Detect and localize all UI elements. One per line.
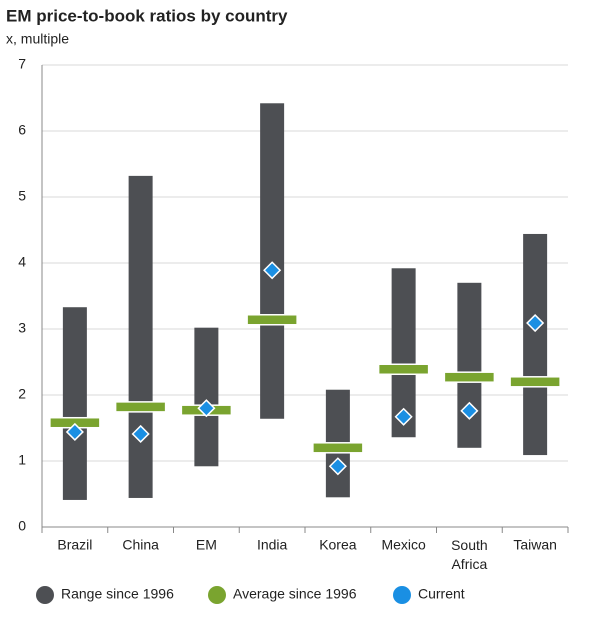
legend-label: Range since 1996: [61, 586, 174, 602]
current-marker: [328, 457, 347, 476]
legend-swatch: [36, 586, 54, 604]
current-marker: [460, 401, 479, 420]
current-marker: [263, 261, 282, 280]
x-tick-label: Taiwan: [513, 537, 557, 553]
range-bar: [457, 282, 482, 448]
x-tick-label: EM: [196, 537, 217, 553]
y-tick-label: 0: [18, 518, 26, 534]
legend-swatch: [393, 586, 411, 604]
chart-title: EM price-to-book ratios by country: [6, 6, 288, 25]
range-bar: [128, 175, 153, 498]
average-marker: [246, 314, 298, 326]
chart-subtitle: x, multiple: [6, 31, 69, 47]
range-bar: [260, 103, 285, 419]
x-tick-label: India: [257, 537, 288, 553]
average-marker: [509, 376, 561, 388]
y-tick-label: 5: [18, 188, 26, 204]
y-tick-label: 6: [18, 122, 26, 138]
x-tick-label: South Africa: [451, 537, 488, 572]
y-tick-label: 2: [18, 386, 26, 402]
range-bar: [523, 233, 548, 456]
legend-label: Average since 1996: [233, 586, 357, 602]
current-marker: [394, 407, 413, 426]
average-marker: [114, 401, 167, 413]
x-tick-label: Mexico: [381, 537, 426, 553]
current-marker: [197, 399, 216, 418]
range-bar: [194, 327, 219, 467]
average-marker: [443, 371, 496, 383]
range-bar: [62, 307, 87, 500]
current-marker: [131, 424, 150, 444]
average-marker: [312, 442, 364, 454]
y-tick-label: 1: [18, 452, 26, 468]
legend-label: Current: [418, 586, 465, 602]
x-tick-label: Korea: [319, 537, 357, 553]
current-marker: [526, 313, 545, 333]
average-marker: [377, 363, 430, 376]
y-tick-label: 4: [18, 254, 26, 270]
y-tick-label: 3: [18, 320, 26, 336]
x-tick-label: China: [122, 537, 159, 553]
legend-swatch: [208, 586, 226, 604]
x-tick-label: Brazil: [57, 537, 92, 553]
y-tick-label: 7: [18, 56, 26, 72]
current-marker: [65, 422, 84, 442]
